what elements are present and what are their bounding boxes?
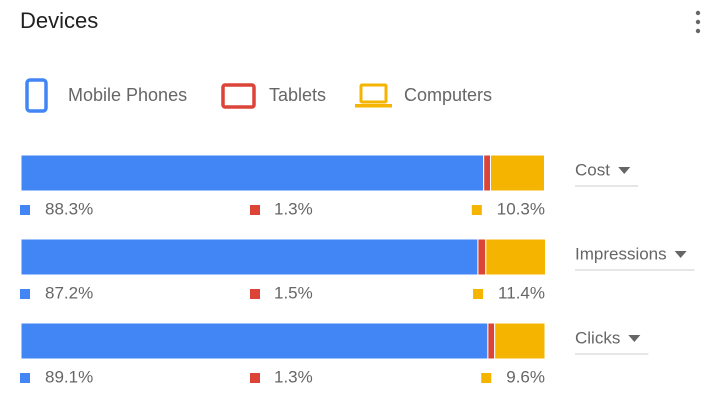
dropdown-label: Clicks — [575, 328, 620, 347]
value-label: 1.3% — [274, 367, 313, 386]
legend-label: Computers — [404, 85, 492, 105]
label-swatch — [20, 373, 30, 383]
label-swatch — [471, 205, 482, 215]
legend-label: Mobile Phones — [68, 85, 187, 105]
value-label: 11.4% — [498, 283, 545, 302]
bar-segment — [483, 154, 492, 192]
more-menu[interactable] — [695, 10, 701, 34]
bar-segment — [20, 322, 489, 360]
value-label: 1.3% — [274, 199, 313, 218]
bar-segment — [494, 322, 546, 360]
card-title: Devices — [20, 8, 98, 33]
metric-dropdown[interactable]: Cost — [575, 160, 639, 187]
label-swatch — [473, 289, 484, 299]
laptop-icon — [355, 83, 392, 108]
legend-label: Tablets — [269, 85, 326, 105]
phone-icon — [25, 78, 48, 113]
bar-segment — [485, 238, 547, 276]
tablet-icon — [221, 83, 256, 109]
value-label: 9.6% — [506, 367, 545, 386]
dropdown-arrow — [618, 167, 631, 174]
dropdown-arrow — [674, 251, 687, 258]
value-label: 89.1% — [45, 367, 93, 386]
dropdown-label: Impressions — [575, 244, 667, 263]
dropdown-arrow — [628, 335, 641, 342]
bar-segment — [487, 322, 496, 360]
dropdown-label: Cost — [575, 160, 610, 179]
value-label: 1.5% — [274, 283, 313, 302]
bar-segment — [20, 154, 485, 192]
label-swatch — [20, 205, 30, 215]
bar-segment — [477, 238, 487, 276]
label-swatch — [250, 373, 260, 383]
value-label: 87.2% — [45, 283, 93, 302]
value-label: 10.3% — [497, 199, 545, 218]
label-swatch — [250, 205, 260, 215]
label-swatch — [250, 289, 260, 299]
bar-segment — [490, 154, 545, 192]
label-swatch — [481, 373, 492, 383]
metric-dropdown[interactable]: Impressions — [575, 244, 695, 271]
bar-segment — [20, 238, 479, 276]
value-label: 88.3% — [45, 199, 93, 218]
label-swatch — [20, 289, 30, 299]
metric-dropdown[interactable]: Clicks — [575, 328, 649, 355]
